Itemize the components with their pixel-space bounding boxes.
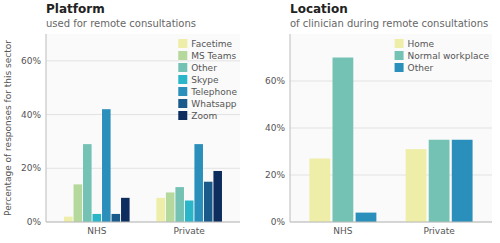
chart: 0% 20% 40% 60% NHS Private Percentage of respo… <box>0 0 500 243</box>
y-tick-label: 60% <box>21 56 41 66</box>
legend-swatch <box>395 39 404 48</box>
bar <box>309 159 330 222</box>
legend-label: Whatsapp <box>191 99 237 109</box>
title: Platform <box>46 2 105 16</box>
bar <box>74 184 83 222</box>
bar <box>93 214 102 222</box>
subtitle: used for remote consultations <box>46 18 196 29</box>
bar <box>112 214 121 222</box>
legend-swatch <box>178 51 187 60</box>
plot-area <box>290 34 492 222</box>
grid-line <box>290 128 492 129</box>
y-tick-label: 60% <box>265 76 285 86</box>
legend-swatch <box>178 111 187 120</box>
legend: Facetime MS Teams Other Skype Telephone Whats… <box>178 39 237 121</box>
legend-swatch <box>395 63 404 72</box>
legend-label: Other <box>191 63 217 73</box>
legend: Home Normal workplace Other <box>395 39 490 73</box>
grid-line <box>290 222 492 223</box>
x-axis-line <box>290 222 492 223</box>
title: Location <box>290 2 348 16</box>
bar <box>213 171 222 222</box>
bar <box>102 109 111 222</box>
legend-label: Facetime <box>191 39 232 49</box>
bar <box>166 192 175 222</box>
y-tick-label: 20% <box>265 170 285 180</box>
panel: 0% 20% 40% 60% NHS Private Percentage of respo… <box>3 2 240 236</box>
legend-label: Home <box>408 39 435 49</box>
bar <box>156 198 165 222</box>
bar <box>121 198 130 222</box>
legend-swatch <box>178 75 187 84</box>
legend-label: Zoom <box>191 111 217 121</box>
grid-line <box>290 81 492 82</box>
grid-line <box>46 222 240 223</box>
y-tick-label: 20% <box>21 163 41 173</box>
y-axis-label: Percentage of responses for this sector <box>3 40 13 216</box>
y-tick-label: 40% <box>21 110 41 120</box>
legend-label: Other <box>408 63 434 73</box>
bar <box>356 213 377 222</box>
y-axis-line <box>46 34 47 222</box>
bars <box>309 58 472 223</box>
x-tick-label: NHS <box>87 226 107 236</box>
bar <box>83 144 92 222</box>
legend-label: Telephone <box>190 87 237 97</box>
x-tick-label: Private <box>423 226 455 236</box>
bar <box>452 140 473 222</box>
legend-swatch <box>178 87 187 96</box>
y-tick-label: 40% <box>265 123 285 133</box>
y-tick-label: 0% <box>27 217 42 227</box>
legend-swatch <box>395 51 404 60</box>
bar <box>204 182 213 222</box>
legend-swatch <box>178 63 187 72</box>
subtitle: of clinician during remote consultations <box>290 18 488 29</box>
x-tick-label: NHS <box>333 226 353 236</box>
bar <box>333 58 354 223</box>
bar <box>64 217 73 222</box>
y-tick-label: 0% <box>271 217 286 227</box>
bar <box>194 144 203 222</box>
grid-line <box>46 168 240 169</box>
bar <box>406 149 427 222</box>
panel: 0% 20% 40% 60% NHS Private Location of clinicia… <box>265 2 492 236</box>
legend-label: MS Teams <box>191 51 236 61</box>
legend-label: Normal workplace <box>408 51 490 61</box>
y-axis-line <box>290 34 291 222</box>
legend-swatch <box>178 39 187 48</box>
bar <box>175 187 184 222</box>
bars <box>64 109 222 222</box>
plot-area <box>46 34 240 222</box>
x-tick-label: Private <box>173 226 205 236</box>
bar <box>185 201 194 222</box>
legend-swatch <box>178 99 187 108</box>
bar <box>429 140 450 222</box>
legend-label: Skype <box>191 75 219 85</box>
x-axis-line <box>46 222 240 223</box>
